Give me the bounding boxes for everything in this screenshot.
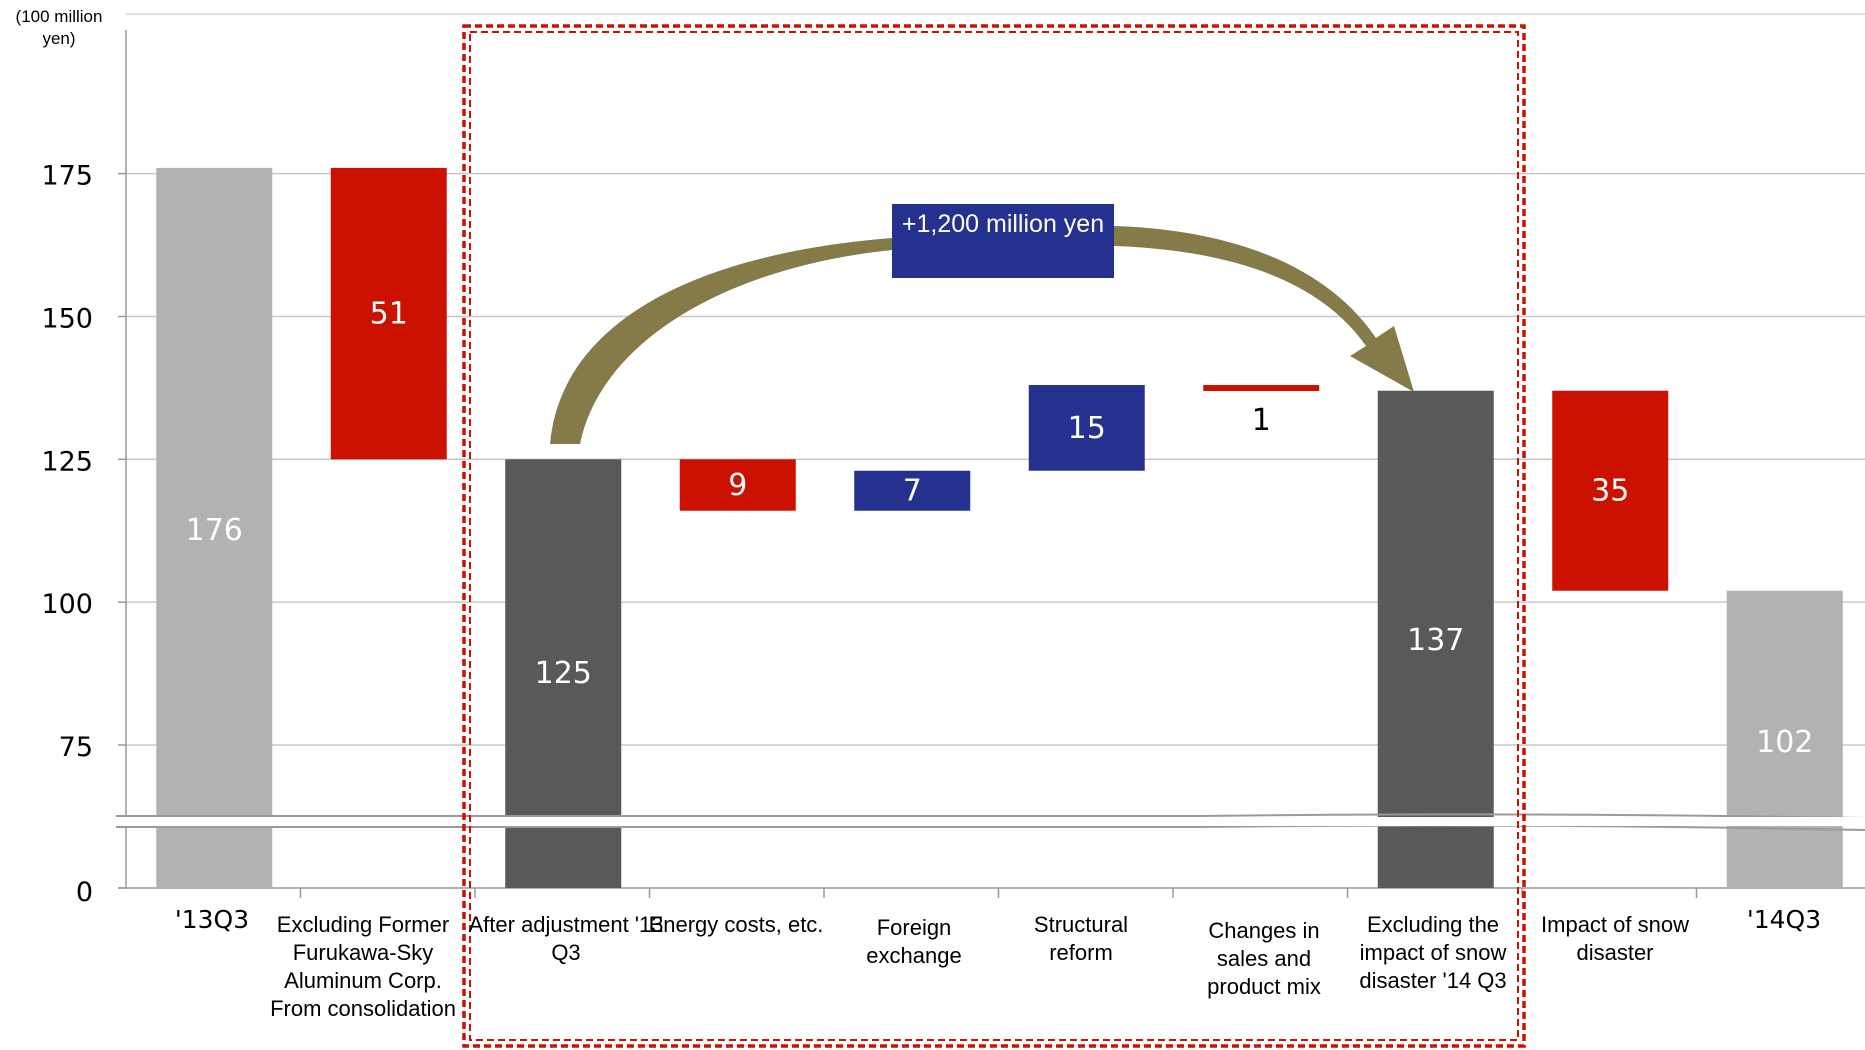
highlight-box-outer xyxy=(462,24,1526,1048)
bar-value-label-0: 176 xyxy=(186,513,243,548)
category-label-structural-reform: Structural reform xyxy=(1033,912,1129,965)
category-label-energy-costs: Energy costs, etc. xyxy=(648,912,824,937)
axis-break-line-bottom xyxy=(116,824,1865,831)
axis-break-gap xyxy=(112,817,1865,826)
bar-value-label-3: 9 xyxy=(728,468,747,503)
y-tick-label-175: 175 xyxy=(41,161,93,192)
bar-1 xyxy=(330,167,447,460)
y-tick-label-100: 100 xyxy=(41,589,93,620)
category-label-foreign-exchange: Foreign exchange xyxy=(866,915,962,968)
y-tick-label-150: 150 xyxy=(41,303,93,334)
bar-5 xyxy=(1028,385,1145,471)
category-label-changes-in-sales: Changes in sales and product mix xyxy=(1207,918,1321,999)
bar-value-label-5: 15 xyxy=(1068,411,1106,446)
bar-9 xyxy=(1726,590,1843,888)
bar-4 xyxy=(854,470,971,511)
axis-break-line-top xyxy=(116,813,1865,819)
y-tick-label-125: 125 xyxy=(41,446,93,477)
bar-value-label-1: 51 xyxy=(370,297,408,332)
annotation-callout: +1,200 million yen xyxy=(892,204,1114,278)
bar-value-label-7: 137 xyxy=(1407,623,1464,658)
category-label-excluding-former: Excluding Former Furukawa-Sky Aluminum C… xyxy=(270,912,456,1021)
bar-value-label-2: 125 xyxy=(535,656,592,691)
bar-value-label-4: 7 xyxy=(903,474,922,509)
category-label-after-adjustment: After adjustment '13 Q3 xyxy=(468,912,664,965)
y-tick-label-0: 0 xyxy=(76,877,93,908)
y-tick-label-75: 75 xyxy=(59,732,93,763)
bar-3 xyxy=(679,459,796,511)
category-label-13q3: '13Q3 xyxy=(174,905,250,934)
bar-value-label-6: 1 xyxy=(1252,403,1271,438)
bar-7 xyxy=(1377,390,1494,888)
bar-value-label-9: 102 xyxy=(1756,725,1813,760)
category-label-impact-of-snow: Impact of snow disaster xyxy=(1541,912,1689,965)
unit-label: (100 million yen) xyxy=(15,7,103,48)
highlight-box-inner xyxy=(469,31,1519,1041)
category-label-excluding-snow: Excluding the impact of snow disaster '1… xyxy=(1359,912,1507,993)
category-label-14q3: '14Q3 xyxy=(1746,905,1822,934)
bar-6 xyxy=(1203,385,1320,392)
bar-value-label-8: 35 xyxy=(1591,474,1629,509)
bar-8 xyxy=(1552,390,1669,591)
bar-0 xyxy=(156,167,273,889)
annotation-arrow-head xyxy=(1114,226,1414,392)
annotation-arrow-tail xyxy=(550,238,892,444)
